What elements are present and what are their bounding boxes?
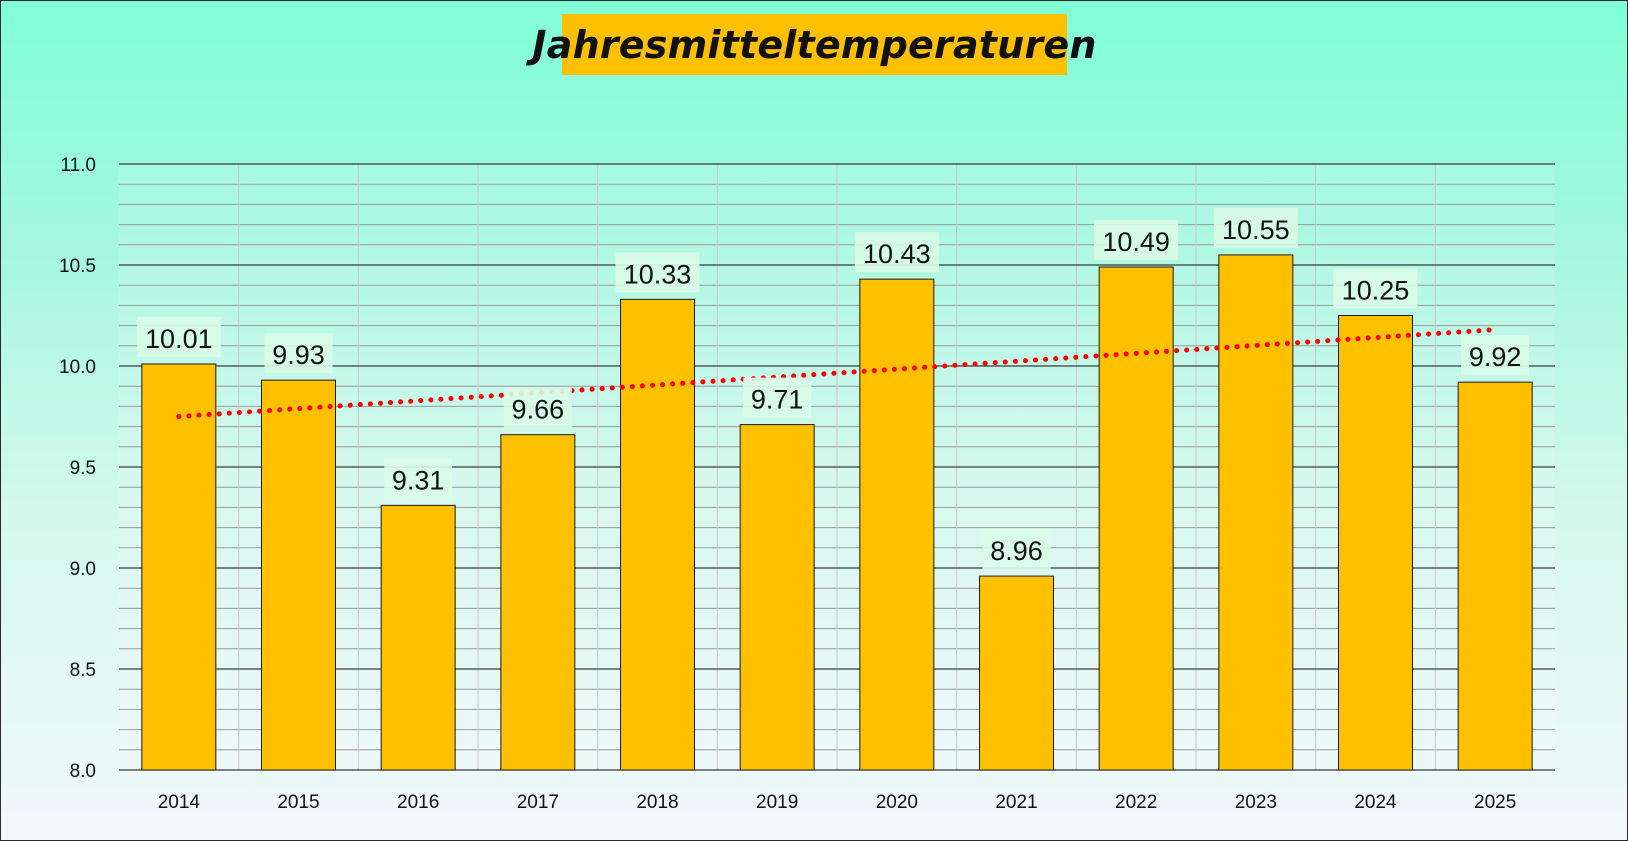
- x-tick-label: 2015: [277, 792, 319, 813]
- bar-2016: [380, 504, 456, 771]
- y-tick-label: 10.5: [59, 256, 96, 277]
- y-tick-label: 11.0: [60, 155, 96, 176]
- data-label: 8.96: [990, 536, 1043, 566]
- data-label: 9.71: [751, 385, 804, 415]
- data-label: 10.25: [1342, 276, 1410, 306]
- data-label: 10.55: [1222, 215, 1290, 245]
- x-tick-label: 2016: [397, 792, 439, 813]
- y-tick-label: 10.0: [59, 357, 96, 378]
- bar-2023: [1218, 254, 1294, 771]
- data-label-background: [615, 252, 700, 293]
- data-label: 9.93: [272, 340, 325, 370]
- data-label-background: [1333, 268, 1418, 309]
- x-tick-label: 2024: [1354, 792, 1397, 813]
- bar-2024: [1338, 315, 1413, 771]
- data-label: 10.33: [624, 259, 692, 289]
- bar-2015: [261, 379, 336, 771]
- bar-2018: [620, 298, 695, 771]
- bar-2021: [979, 575, 1054, 771]
- bar-2014: [141, 363, 217, 771]
- data-label: 10.43: [863, 239, 931, 269]
- y-tick-label: 9.5: [70, 458, 96, 479]
- bar-2025: [1457, 381, 1533, 771]
- x-tick-label: 2021: [995, 792, 1037, 813]
- x-tick-label: 2018: [636, 792, 678, 813]
- x-tick-label: 2017: [517, 792, 559, 813]
- y-tick-label: 9.0: [70, 559, 96, 580]
- data-label-background: [1461, 335, 1530, 376]
- y-tick-label: 8.5: [70, 660, 96, 681]
- data-label-background: [503, 387, 572, 428]
- data-label-background: [1094, 220, 1179, 261]
- chart-title: Jahresmitteltemperaturen: [532, 14, 1096, 75]
- data-label-background: [1213, 207, 1298, 248]
- x-tick-label: 2023: [1235, 792, 1277, 813]
- data-label-background: [854, 232, 939, 273]
- data-label-background: [384, 458, 453, 499]
- data-label: 9.31: [392, 465, 445, 495]
- bar-2020: [859, 278, 935, 771]
- data-label-background: [743, 377, 812, 418]
- data-label: 9.92: [1469, 342, 1522, 372]
- data-label: 9.66: [512, 395, 565, 425]
- data-label-background: [136, 316, 221, 357]
- bar-2022: [1098, 266, 1174, 771]
- trendline: [176, 327, 1498, 419]
- data-label-background: [264, 333, 333, 374]
- bar-2017: [500, 434, 576, 771]
- x-tick-label: 2020: [876, 792, 918, 813]
- data-label-background: [982, 529, 1051, 570]
- bar-2019: [739, 424, 815, 771]
- y-tick-label: 8.0: [70, 761, 96, 782]
- x-tick-label: 2022: [1115, 792, 1157, 813]
- x-tick-label: 2025: [1474, 792, 1516, 813]
- data-label: 10.01: [145, 324, 213, 354]
- x-tick-label: 2019: [756, 792, 798, 813]
- x-tick-label: 2014: [158, 792, 201, 813]
- data-label: 10.49: [1102, 227, 1170, 257]
